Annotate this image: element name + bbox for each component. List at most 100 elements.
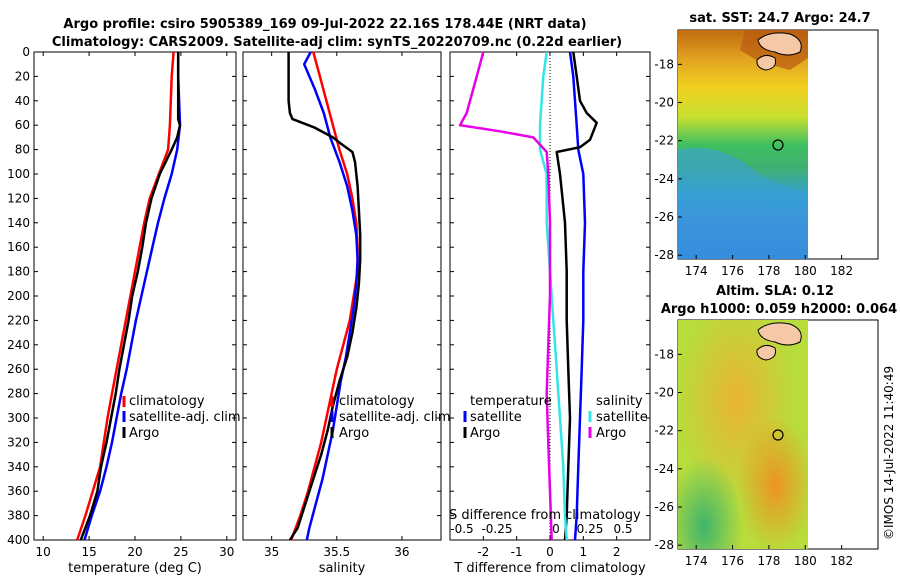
s-difference-ticks: -0.5 -0.25 0 0.25 0.5 (450, 522, 632, 536)
salinity-panel: 35 35.5 36 salinity (242, 51, 442, 576)
legend-argo-label: Argo (129, 426, 159, 441)
x-tick-label: 25 (173, 545, 188, 559)
y-tick-label: 260 (7, 362, 30, 376)
sla-map-title: Altim. SLA: 0.12 (716, 284, 834, 299)
x-tick-label: 35 (264, 545, 279, 559)
y-tick-label: 120 (7, 191, 30, 205)
map-y-tick-label: -28 (654, 248, 674, 262)
temperature-x-axis-label: temperature (deg C) (68, 561, 202, 576)
series-line-climatology (290, 51, 359, 541)
s-difference-axis-label: S difference from climatology (449, 508, 641, 523)
y-tick-label: 400 (7, 533, 30, 547)
profile-location-marker (772, 139, 784, 151)
series-line-argo (287, 52, 362, 541)
y-tick-label: 0 (22, 45, 30, 59)
difference-panel: -2 -1 0 1 2 T difference from climatology (449, 51, 651, 576)
difference-x-axis-label: T difference from climatology (453, 561, 646, 576)
x-tick-label: 2 (613, 545, 621, 559)
y-tick-label: 280 (7, 387, 30, 401)
salinity-axes-frame (242, 51, 442, 541)
x-tick-label: 1 (580, 545, 588, 559)
s-tick-label: 0.5 (613, 522, 632, 536)
legend-salinity-title: salinity (596, 394, 643, 409)
map-y-tick-label: -22 (654, 134, 674, 148)
y-tick-label: 300 (7, 411, 30, 425)
legend-t-argo-label: Argo (470, 426, 500, 441)
x-tick-label: 10 (36, 545, 51, 559)
profile-location-marker (772, 429, 784, 441)
x-tick-label: -1 (511, 545, 523, 559)
map-y-tick-label: -26 (654, 500, 674, 514)
legend-s-argo-label: Argo (596, 426, 626, 441)
map-y-tick-label: -18 (654, 57, 674, 71)
temperature-axes-frame (33, 51, 237, 541)
s-tick-label: 0 (552, 522, 560, 536)
map-x-tick-label: 174 (685, 264, 708, 278)
x-tick-label: 15 (81, 545, 96, 559)
map-y-tick-label: -24 (654, 172, 674, 186)
map-x-tick-label: 180 (794, 264, 817, 278)
salinity-legend: climatology satellite-adj. clim Argo (330, 394, 451, 441)
y-tick-label: 360 (7, 484, 30, 498)
y-tick-label: 60 (15, 118, 30, 132)
map-x-tick-label: 182 (830, 264, 853, 278)
s-tick-label: -0.5 (450, 522, 473, 536)
series-line-argo (79, 52, 182, 541)
y-tick-label: 320 (7, 435, 30, 449)
map-x-tick-label: 176 (721, 264, 744, 278)
series-line-s-argo (458, 51, 553, 541)
y-tick-label: 160 (7, 240, 30, 254)
x-tick-label: 0 (546, 545, 554, 559)
fiji-island-shape (756, 54, 777, 71)
series-line-t-argo (555, 51, 598, 541)
legend-climatology-label: climatology (129, 394, 205, 409)
map-y-tick-label: -28 (654, 538, 674, 552)
legend-t-satellite-label: satellite (470, 410, 522, 425)
y-tick-label: 20 (15, 69, 30, 83)
sla-negative-anomaly (678, 320, 808, 549)
x-tick-label: 30 (219, 545, 234, 559)
legend-argo-label: Argo (339, 426, 369, 441)
y-tick-label: 220 (7, 313, 30, 327)
series-line-satellite-adj-clim (302, 51, 359, 541)
fiji-island-shape (757, 322, 802, 346)
legend-temperature-title: temperature (470, 394, 552, 409)
y-tick-label: 180 (7, 265, 30, 279)
map-y-tick-label: -26 (654, 210, 674, 224)
figure-title-line2: Climatology: CARS2009. Satellite-adj cli… (52, 35, 622, 50)
fiji-island-shape (757, 32, 802, 56)
fiji-island-shape (756, 344, 777, 361)
map-x-tick-label: 174 (685, 554, 708, 568)
sla-map-ticks: 174 176 178 180 182 -18 -20 -22 -24 -26 -28 (654, 347, 853, 568)
y-tick-label: 140 (7, 216, 30, 230)
series-line-climatology (76, 51, 175, 541)
y-tick-label: 80 (15, 143, 30, 157)
timestamp: ©IMOS 14-Jul-2022 11:40:49 (882, 366, 896, 540)
x-tick-label: 35.5 (323, 545, 350, 559)
map-y-tick-label: -18 (654, 347, 674, 361)
map-x-tick-label: 178 (757, 264, 780, 278)
s-tick-label: 0.25 (577, 522, 604, 536)
x-tick-label: 20 (127, 545, 142, 559)
y-tick-label: 40 (15, 94, 30, 108)
sst-map-ticks: 174 176 178 180 182 -18 -20 -22 -24 -26 -28 (654, 57, 853, 278)
s-tick-label: -0.25 (481, 522, 512, 536)
map-y-tick-label: -22 (654, 424, 674, 438)
legend-s-satellite-label: satellite (596, 410, 648, 425)
map-x-tick-label: 178 (757, 554, 780, 568)
temperature-panel: 10 15 20 25 30020406080100120140160180200220… (7, 45, 237, 576)
map-x-tick-label: 180 (794, 554, 817, 568)
series-line-t-satellite (568, 51, 587, 541)
y-tick-label: 100 (7, 167, 30, 181)
sla-map-subtitle: Argo h1000: 0.059 h2000: 0.064 (661, 302, 897, 317)
map-x-tick-label: 176 (721, 554, 744, 568)
x-tick-label: 36 (394, 545, 409, 559)
temperature-legend: climatology satellite-adj. clim Argo (122, 394, 241, 441)
map-y-tick-label: -20 (654, 96, 674, 110)
legend-climatology-label: climatology (339, 394, 415, 409)
y-tick-label: 340 (7, 460, 30, 474)
salinity-x-axis-label: salinity (319, 561, 366, 576)
series-line-s-satellite (538, 51, 568, 541)
map-y-tick-label: -24 (654, 462, 674, 476)
